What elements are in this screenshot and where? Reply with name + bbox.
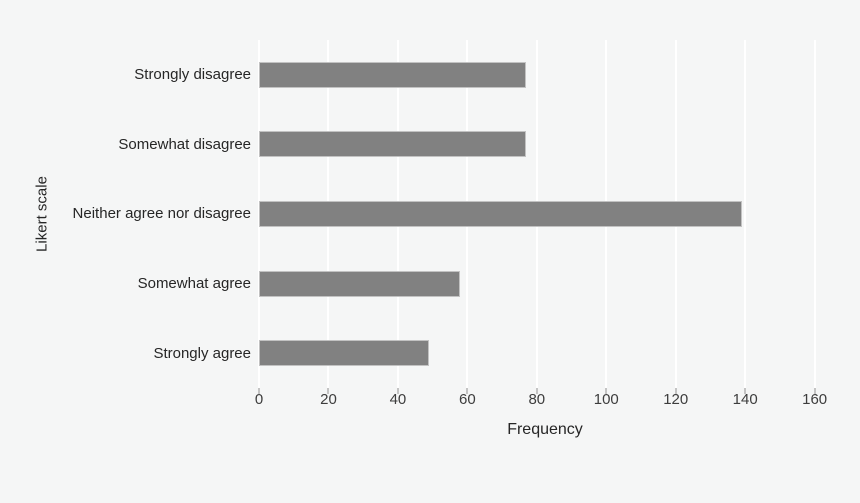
x-tick-label-100: 100 — [593, 391, 619, 408]
bar-row-strongly-disagree: Strongly disagree — [134, 40, 832, 110]
x-tick-label-40: 40 — [389, 391, 407, 408]
x-tick-label-0: 0 — [254, 391, 264, 408]
x-tick-mark-160 — [813, 388, 816, 394]
category-label-strongly-agree: Strongly agree — [153, 344, 251, 362]
category-label-somewhat-disagree: Somewhat disagree — [118, 135, 251, 153]
bar-strongly-disagree — [259, 61, 527, 88]
y-axis-title: Likert scale — [33, 176, 51, 252]
bar-somewhat-agree — [259, 270, 461, 297]
gridline-x-160 — [813, 40, 816, 388]
gridline-x-140 — [744, 40, 747, 388]
x-tick-label-160: 160 — [802, 391, 828, 408]
x-tick-label-60: 60 — [459, 391, 476, 408]
bar-strongly-agree — [259, 340, 430, 367]
bar-somewhat-disagree — [259, 131, 527, 158]
bar-row-somewhat-disagree: Somewhat disagree — [118, 110, 832, 180]
x-axis-title: Frequency — [507, 421, 583, 438]
x-tick-label-120: 120 — [663, 391, 689, 408]
x-tick-label-20: 20 — [320, 391, 337, 408]
plot-area: Strongly disagree Somewhat disagree Neithe… — [73, 40, 832, 388]
category-label-somewhat-agree: Somewhat agree — [137, 275, 251, 293]
x-tick-mark-140 — [744, 388, 747, 394]
category-label-neither-agree-nor-disagree: Neither agree nor disagree — [72, 205, 251, 223]
bar-row-strongly-agree: Strongly agree — [153, 318, 832, 388]
x-tick-mark-60 — [466, 388, 469, 394]
bar-row-somewhat-agree: Somewhat agree — [138, 249, 832, 319]
x-tick-label-140: 140 — [732, 391, 758, 408]
bar-row-neither-agree-nor-disagree: Neither agree nor disagree — [73, 179, 832, 249]
bar-neither-agree-nor-disagree — [259, 200, 742, 227]
x-tick-mark-40 — [396, 388, 399, 394]
x-tick-mark-0 — [258, 388, 260, 394]
category-label-strongly-disagree: Strongly disagree — [134, 66, 251, 84]
x-tick-label-80: 80 — [528, 391, 546, 408]
x-tick-mark-20 — [327, 388, 330, 394]
x-tick-mark-120 — [674, 388, 677, 394]
x-tick-mark-80 — [535, 388, 538, 394]
x-tick-mark-100 — [605, 388, 608, 394]
